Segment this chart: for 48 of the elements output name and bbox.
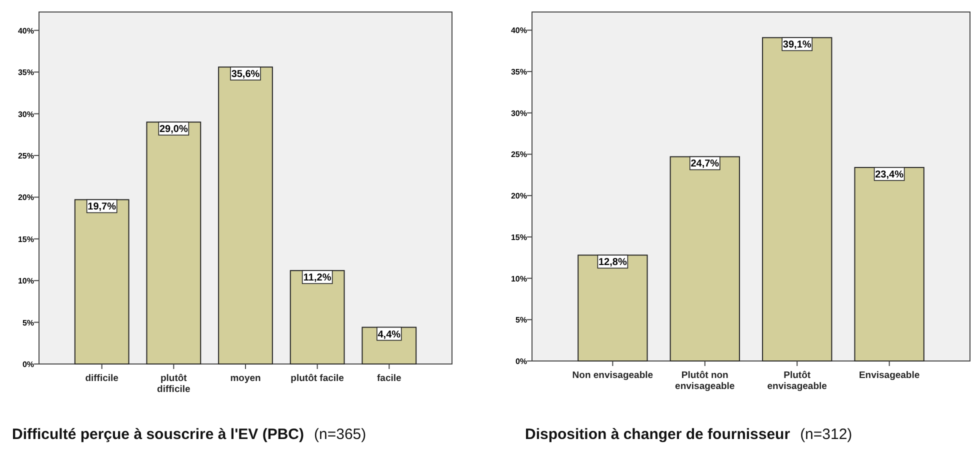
y-tick-label: 10% bbox=[510, 274, 527, 284]
x-tick-label: plutôt facile bbox=[290, 373, 344, 384]
x-tick-label: Plutôt non envisageable bbox=[675, 370, 735, 392]
bar bbox=[670, 156, 740, 362]
bar bbox=[578, 254, 648, 362]
y-tick-label: 35% bbox=[510, 68, 527, 77]
bar bbox=[74, 199, 130, 364]
y-tick-label: 40% bbox=[18, 26, 34, 36]
y-tick-label: 15% bbox=[18, 234, 34, 244]
text: (n=365) bbox=[314, 426, 366, 443]
bar bbox=[290, 270, 345, 364]
y-tick-label: 20% bbox=[510, 192, 527, 201]
x-tick-label: Plutôt envisageable bbox=[767, 370, 827, 392]
data-label: 29,0% bbox=[159, 124, 188, 136]
y-tick-label: 35% bbox=[18, 68, 34, 78]
y-tick-label: 15% bbox=[510, 232, 527, 242]
bar bbox=[762, 37, 832, 362]
y-tick-label: 20% bbox=[18, 193, 34, 202]
data-label: 4,4% bbox=[378, 329, 401, 340]
bar bbox=[146, 122, 202, 364]
bar bbox=[854, 166, 924, 362]
y-tick-label: 25% bbox=[510, 150, 527, 160]
x-tick-label: difficile bbox=[85, 373, 118, 384]
data-label: 39,1% bbox=[782, 40, 812, 51]
y-tick-label: 5% bbox=[515, 316, 527, 325]
y-tick-label: 5% bbox=[22, 318, 34, 328]
y-tick-label: 40% bbox=[510, 26, 527, 36]
x-tick-label: facile bbox=[377, 373, 402, 384]
x-tick-label: Non envisageable bbox=[572, 370, 654, 381]
data-label: 24,7% bbox=[690, 158, 720, 170]
data-label: 23,4% bbox=[875, 169, 904, 180]
x-tick-label: moyen bbox=[230, 373, 262, 384]
y-tick-label: 0% bbox=[515, 357, 527, 366]
data-label: 11,2% bbox=[303, 272, 332, 284]
data-label: 12,8% bbox=[598, 257, 627, 268]
y-tick-label: 30% bbox=[18, 110, 34, 119]
y-tick-label: 10% bbox=[18, 276, 34, 286]
y-tick-label: 25% bbox=[18, 151, 34, 160]
text: (n=312) bbox=[800, 426, 852, 443]
text: Disposition à changer de fournisseur bbox=[525, 426, 790, 443]
bar bbox=[218, 66, 273, 364]
y-tick-label: 30% bbox=[510, 108, 527, 118]
data-label: 35,6% bbox=[231, 69, 260, 80]
x-tick-label: Envisageable bbox=[858, 370, 920, 381]
text: Difficulté perçue à souscrire à l'EV (PBC) bbox=[12, 426, 304, 443]
x-tick-label: plutôt difficile bbox=[157, 373, 190, 395]
y-tick-label: 0% bbox=[22, 360, 34, 369]
data-label: 19,7% bbox=[88, 202, 116, 213]
